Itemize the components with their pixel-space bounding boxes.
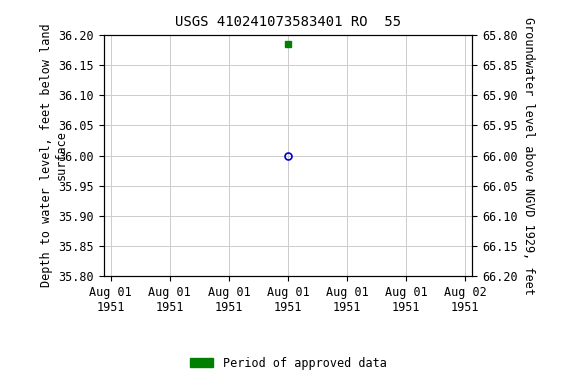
Y-axis label: Groundwater level above NGVD 1929, feet: Groundwater level above NGVD 1929, feet [522, 17, 535, 295]
Y-axis label: Depth to water level, feet below land
surface: Depth to water level, feet below land su… [40, 24, 68, 287]
Title: USGS 410241073583401 RO  55: USGS 410241073583401 RO 55 [175, 15, 401, 29]
Legend: Period of approved data: Period of approved data [185, 352, 391, 374]
